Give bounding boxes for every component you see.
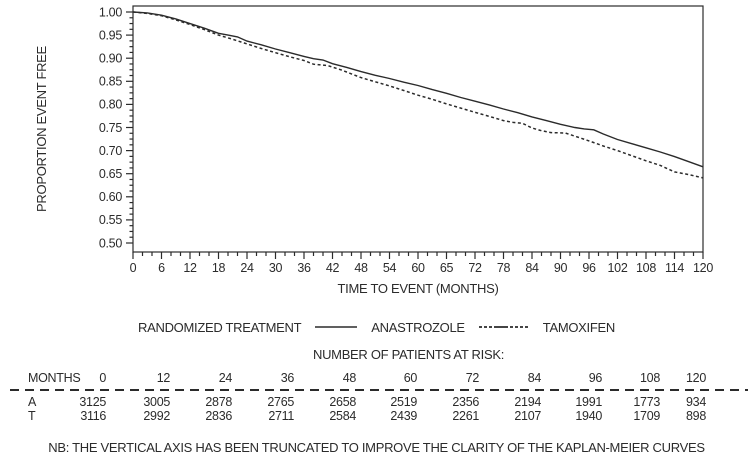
risk-table-months-label: MONTHS (28, 371, 81, 385)
chart-legend: RANDOMIZED TREATMENT ANASTROZOLE TAMOXIF… (0, 317, 753, 337)
x-tick-label: 36 (297, 261, 311, 275)
risk-cell-t: 1940 (575, 409, 602, 423)
risk-table-month: 24 (218, 371, 233, 385)
x-tick-label: 72 (468, 261, 482, 275)
risk-cell-a: 1773 (633, 395, 660, 409)
risk-table-heading: NUMBER OF PATIENTS AT RISK: (312, 347, 505, 362)
risk-table-month: 72 (465, 371, 480, 385)
risk-cell-a: 934 (686, 395, 706, 409)
table-header-rule (10, 389, 748, 391)
x-tick-label: 18 (212, 261, 226, 275)
x-tick-label: 84 (525, 261, 539, 275)
risk-cell-a: 2765 (267, 395, 294, 409)
risk-row-label-a: A (28, 395, 37, 409)
x-tick-label: 114 (665, 261, 684, 275)
x-tick-label: 60 (411, 261, 425, 275)
risk-table-month: 60 (403, 371, 418, 385)
risk-table-month: 48 (342, 371, 357, 385)
plot-frame (132, 5, 704, 253)
legend-title: RANDOMIZED TREATMENT (138, 319, 302, 335)
footnote: NB: THE VERTICAL AXIS HAS BEEN TRUNCATED… (48, 440, 705, 455)
series-anastrozole (132, 11, 704, 168)
y-tick-label: 0.55 (99, 213, 122, 227)
risk-cell-a: 2519 (390, 395, 417, 409)
x-tick-label: 48 (354, 261, 368, 275)
tamoxifen-line-sample-icon (478, 326, 529, 328)
y-tick-label: 0.85 (99, 75, 122, 89)
y-tick-label: 0.70 (99, 144, 122, 158)
y-tick-label: 0.95 (99, 28, 122, 42)
y-tick-label: 0.50 (99, 236, 122, 250)
x-tick-label: 12 (183, 261, 197, 275)
x-tick-label: 90 (554, 261, 568, 275)
risk-cell-a: 3125 (79, 395, 106, 409)
risk-cell-t: 2584 (329, 409, 356, 423)
x-tick-label: 96 (582, 261, 596, 275)
risk-table-month: 36 (280, 371, 295, 385)
x-tick-label: 0 (130, 261, 137, 275)
series-tamoxifen (132, 11, 704, 179)
anastrozole-line-sample-icon (315, 326, 358, 328)
legend-item-tamoxifen: TAMOXIFEN (542, 319, 615, 335)
risk-cell-a: 2658 (329, 395, 356, 409)
y-tick-label: 1.00 (99, 5, 122, 19)
risk-table-month: 12 (156, 371, 171, 385)
x-tick-label: 78 (497, 261, 511, 275)
risk-table-month: 108 (640, 371, 660, 385)
y-axis-label: PROPORTION EVENT FREE (34, 45, 49, 211)
risk-cell-a: 3005 (143, 395, 170, 409)
risk-table-month: 84 (527, 371, 542, 385)
risk-cell-t: 1709 (633, 409, 660, 423)
x-tick-label: 108 (636, 261, 656, 275)
risk-cell-a: 2356 (452, 395, 479, 409)
risk-cell-t: 2711 (268, 409, 294, 423)
risk-cell-t: 2107 (514, 409, 541, 423)
risk-row-label-t: T (28, 409, 36, 423)
risk-cell-t: 2261 (452, 409, 479, 423)
x-tick-label: 54 (383, 261, 397, 275)
y-tick-label: 0.90 (99, 52, 122, 66)
x-tick-label: 30 (269, 261, 283, 275)
y-tick-label: 0.65 (99, 167, 122, 181)
risk-cell-t: 2992 (143, 409, 170, 423)
risk-cell-a: 1991 (575, 395, 602, 409)
y-tick-label: 0.75 (99, 121, 122, 135)
risk-cell-t: 3116 (80, 409, 106, 423)
x-tick-label: 6 (158, 261, 165, 275)
risk-cell-t: 2836 (205, 409, 232, 423)
risk-table-month: 0 (99, 371, 106, 385)
risk-cell-t: 898 (686, 409, 706, 423)
x-tick-label: 24 (240, 261, 254, 275)
risk-cell-a: 2878 (205, 395, 232, 409)
km-chart: 1.00 0.95 0.90 0.85 0.80 0.75 0.70 0.65 0.60 0.55… (34, 5, 714, 296)
risk-table-month: 96 (588, 371, 603, 385)
x-tick-label: 102 (608, 261, 628, 275)
y-tick-label: 0.80 (99, 98, 122, 112)
risk-cell-a: 2194 (514, 395, 541, 409)
chart-plot-area: 1.00 0.95 0.90 0.85 0.80 0.75 0.70 0.65 0.60 0.55… (99, 5, 714, 275)
x-axis-label: TIME TO EVENT (MONTHS) (338, 281, 499, 296)
x-tick-label: 120 (693, 261, 713, 275)
risk-cell-t: 2439 (390, 409, 417, 423)
y-tick-label: 0.60 (99, 190, 122, 204)
x-tick-label: 65 (440, 261, 454, 275)
x-tick-label: 42 (326, 261, 340, 275)
risk-table-month: 120 (686, 371, 706, 385)
legend-item-anastrozole: ANASTROZOLE (371, 319, 465, 335)
